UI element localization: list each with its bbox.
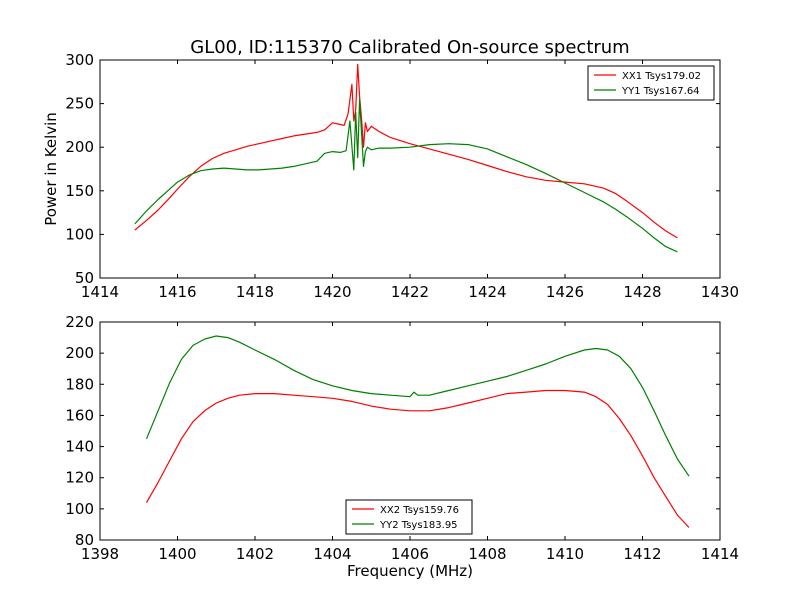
x-tick-label-1-1: 1416 [158,283,196,301]
x-axis-label: Frequency (MHz) [347,562,473,580]
series-line-1-2 [134,98,678,253]
x-tick-label-1-5: 1424 [468,283,506,301]
x-tick-label-1-0: 1414 [81,283,119,301]
x-tick-label-2-5: 1408 [468,545,506,563]
y-tick-label-2-2: 120 [65,469,94,487]
x-tick-label-2-0: 1398 [81,545,119,563]
y-tick-label-1-4: 250 [65,95,94,113]
x-tick-label-2-8: 1414 [701,545,739,563]
legend-label-2-1: XX2 Tsys159.76 [380,505,459,516]
x-tick-label-2-3: 1404 [313,545,351,563]
x-tick-label-1-4: 1422 [391,283,429,301]
y-tick-label-1-1: 100 [65,225,94,243]
x-tick-label-1-7: 1428 [623,283,661,301]
y-tick-label-2-1: 100 [65,500,94,518]
y-tick-label-1-5: 300 [65,51,94,69]
series-line-2-2 [145,335,690,477]
plot-bottom: 1398 1400 1402 1404 1406 1408 1410 1412 1414 80 10… [65,313,739,563]
legend-box-2 [345,499,473,535]
x-tick-label-1-6: 1426 [546,283,584,301]
x-tick-label-1-3: 1420 [313,283,351,301]
y-tick-label-2-7: 220 [65,313,94,331]
legend-label-1-2: YY1 Tsys167.64 [621,86,700,97]
y-tick-label-1-0: 50 [75,269,94,287]
series-line-1-1 [134,63,678,239]
y-axis-label: Power in Kelvin [42,112,60,226]
y-tick-label-2-3: 140 [65,438,94,456]
x-tick-label-2-7: 1412 [623,545,661,563]
x-tick-label-2-6: 1410 [546,545,584,563]
plot-top: 1414 1416 1418 1420 1422 1424 1426 1428 1430 50 10… [65,51,739,301]
legend-label-1-1: XX1 Tsys179.02 [622,71,701,82]
x-tick-label-2-2: 1402 [236,545,274,563]
y-tick-label-2-0: 80 [75,531,94,549]
y-tick-label-1-3: 200 [65,138,94,156]
legend-box-1 [587,65,715,101]
legend-label-2-2: YY2 Tsys183.95 [379,520,458,531]
y-tick-label-2-6: 200 [65,344,94,362]
y-tick-label-1-2: 150 [65,182,94,200]
x-tick-label-1-8: 1430 [701,283,739,301]
y-tick-label-2-4: 160 [65,406,94,424]
figure-title: GL00, ID:115370 Calibrated On-source spe… [190,37,629,58]
x-tick-label-1-2: 1418 [236,283,274,301]
y-tick-label-2-5: 180 [65,375,94,393]
x-tick-label-2-1: 1400 [158,545,196,563]
x-tick-label-2-4: 1406 [391,545,429,563]
series-line-2-1 [145,389,690,528]
